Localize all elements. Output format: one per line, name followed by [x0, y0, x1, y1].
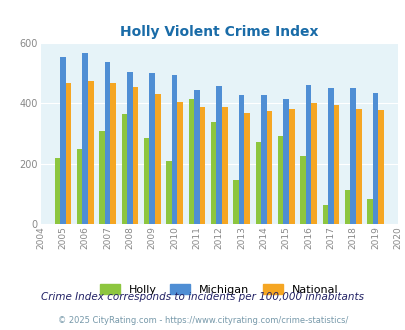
Bar — [77, 149, 82, 224]
Bar — [127, 72, 132, 224]
Bar — [210, 121, 216, 224]
Bar — [305, 85, 311, 224]
Bar — [366, 199, 372, 224]
Bar — [260, 95, 266, 224]
Bar — [199, 107, 205, 224]
Bar — [322, 205, 327, 224]
Bar — [143, 138, 149, 224]
Bar — [188, 99, 194, 224]
Bar — [255, 142, 260, 224]
Title: Holly Violent Crime Index: Holly Violent Crime Index — [120, 25, 318, 39]
Bar — [266, 111, 272, 224]
Legend: Holly, Michigan, National: Holly, Michigan, National — [100, 284, 337, 295]
Bar — [60, 57, 66, 224]
Bar — [238, 95, 244, 224]
Bar — [333, 105, 339, 224]
Text: Crime Index corresponds to incidents per 100,000 inhabitants: Crime Index corresponds to incidents per… — [41, 292, 364, 302]
Bar — [350, 88, 355, 224]
Bar — [66, 82, 71, 224]
Bar — [171, 75, 177, 224]
Bar — [155, 94, 160, 224]
Bar — [177, 103, 183, 224]
Bar — [149, 73, 155, 224]
Bar — [121, 114, 127, 224]
Bar — [377, 110, 383, 224]
Bar — [355, 109, 361, 224]
Bar — [244, 114, 249, 224]
Bar — [327, 88, 333, 224]
Bar — [232, 180, 238, 224]
Bar — [222, 107, 227, 224]
Bar — [194, 90, 199, 224]
Bar — [110, 83, 116, 224]
Bar — [132, 87, 138, 224]
Bar — [99, 131, 104, 224]
Bar — [372, 93, 377, 224]
Bar — [344, 190, 350, 224]
Bar — [288, 109, 294, 224]
Bar — [88, 81, 94, 224]
Bar — [311, 103, 316, 224]
Bar — [216, 86, 222, 224]
Bar — [277, 136, 283, 224]
Text: © 2025 CityRating.com - https://www.cityrating.com/crime-statistics/: © 2025 CityRating.com - https://www.city… — [58, 315, 347, 325]
Bar — [283, 99, 288, 224]
Bar — [166, 161, 171, 224]
Bar — [82, 52, 88, 224]
Bar — [299, 156, 305, 224]
Bar — [104, 62, 110, 224]
Bar — [54, 158, 60, 224]
